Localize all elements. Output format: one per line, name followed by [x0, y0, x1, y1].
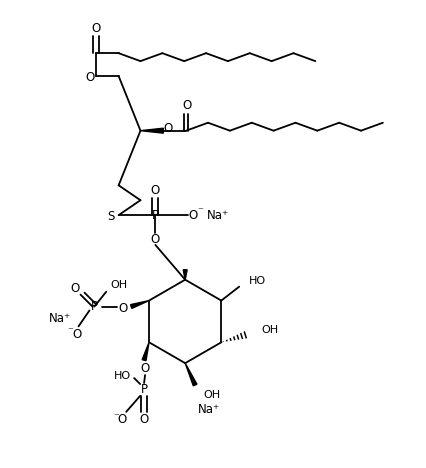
Text: OH: OH [260, 325, 277, 336]
Text: O: O [182, 99, 191, 112]
Text: Na⁺: Na⁺ [207, 209, 228, 222]
Text: OH: OH [110, 280, 127, 290]
Text: O: O [140, 362, 150, 374]
Text: Na⁺: Na⁺ [49, 312, 71, 325]
Text: O: O [70, 282, 79, 295]
Text: O: O [117, 413, 127, 426]
Text: O: O [139, 413, 148, 426]
Text: O: O [91, 22, 100, 35]
Text: OH: OH [203, 390, 220, 400]
Text: O: O [85, 71, 94, 83]
Text: P: P [91, 300, 98, 313]
Text: O: O [188, 209, 197, 222]
Text: P: P [140, 383, 147, 396]
Polygon shape [183, 270, 187, 280]
Text: ⁻: ⁻ [197, 206, 202, 216]
Polygon shape [130, 300, 149, 308]
Polygon shape [142, 342, 149, 361]
Text: ⁻: ⁻ [67, 326, 73, 336]
Text: O: O [163, 122, 173, 135]
Text: O: O [72, 328, 81, 341]
Text: O: O [150, 234, 160, 247]
Text: O: O [150, 184, 160, 197]
Polygon shape [140, 128, 163, 133]
Text: O: O [118, 302, 127, 315]
Text: ⁻: ⁻ [113, 412, 119, 422]
Text: S: S [107, 210, 114, 223]
Text: Na⁺: Na⁺ [197, 403, 219, 417]
Text: HO: HO [248, 276, 266, 285]
Text: HO: HO [113, 371, 130, 381]
Text: P: P [152, 209, 158, 222]
Polygon shape [185, 363, 196, 386]
